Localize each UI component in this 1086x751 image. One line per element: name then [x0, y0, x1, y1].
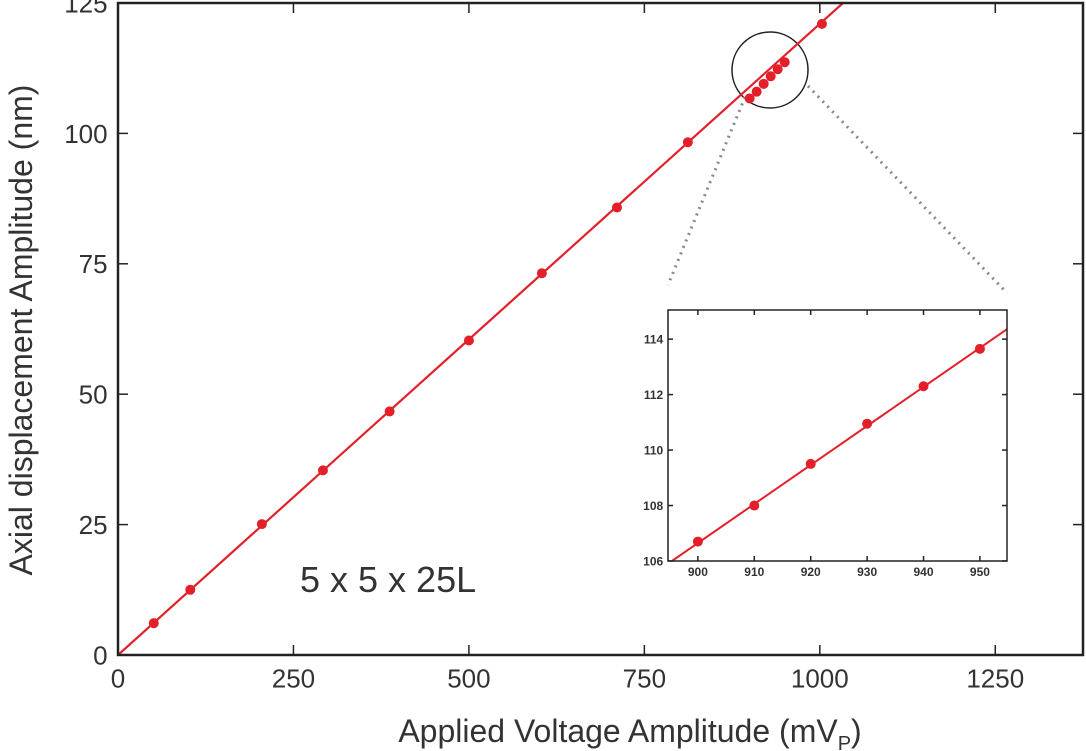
x-tick-label: 1000 [791, 664, 849, 694]
annotation: 5 x 5 x 25L [300, 559, 476, 600]
plot-frame [116, 1, 1085, 657]
y-tick-label: 112 [644, 388, 664, 402]
data-point [536, 268, 547, 279]
x-tick-label: 930 [857, 565, 877, 579]
data-point [751, 86, 762, 97]
y-tick-label: 125 [64, 0, 107, 18]
data-point [317, 465, 328, 476]
fit-line [671, 328, 1007, 561]
x-label-main: Applied Voltage Amplitude (mV [398, 713, 838, 749]
data-point [749, 500, 760, 511]
x-tick-label: 900 [688, 565, 708, 579]
x-label-suffix: ) [851, 713, 862, 749]
inset-background [668, 310, 1007, 561]
data-point [758, 78, 769, 89]
plot-frame [667, 309, 1008, 562]
data-point [772, 64, 783, 75]
y-tick-label: 25 [79, 510, 108, 540]
x-tick-label: 0 [111, 664, 125, 694]
y-tick-label: 100 [64, 119, 107, 149]
y-tick-label: 114 [644, 332, 664, 346]
data-point [256, 519, 267, 530]
data-point [384, 406, 395, 417]
x-tick-label: 910 [744, 565, 764, 579]
data-point [974, 343, 985, 354]
y-tick-label: 75 [79, 249, 108, 279]
zoom-connector [666, 96, 747, 286]
x-tick-label: 500 [447, 664, 490, 694]
y-axis-label: Axial displacement Amplitude (nm) [3, 85, 39, 576]
x-label-subscript: P [838, 733, 851, 751]
y-tick-label: 50 [79, 380, 108, 410]
x-tick-label: 1250 [966, 664, 1024, 694]
y-tick-label: 110 [644, 443, 664, 457]
y-tick-label: 108 [643, 499, 663, 513]
data-point [692, 536, 703, 547]
x-axis-label: Applied Voltage Amplitude (mVP) [398, 713, 861, 751]
data-point [744, 93, 755, 104]
data-point [816, 18, 827, 29]
fit-line [118, 3, 844, 655]
data-point [779, 57, 790, 68]
zoom-circle [731, 31, 809, 109]
y-tick-label: 0 [93, 640, 107, 670]
zoom-connector [806, 84, 1009, 295]
x-tick-label: 940 [914, 565, 934, 579]
data-point [463, 335, 474, 346]
x-tick-label: 920 [801, 565, 821, 579]
y-tick-label: 106 [643, 554, 663, 568]
data-point [682, 137, 693, 148]
data-point [805, 458, 816, 469]
data-point [918, 381, 929, 392]
data-point [148, 618, 159, 629]
x-tick-label: 950 [970, 565, 990, 579]
data-point [862, 418, 873, 429]
x-tick-label: 250 [272, 664, 315, 694]
x-tick-label: 750 [623, 664, 666, 694]
data-point [611, 202, 622, 213]
data-point [185, 584, 196, 595]
data-point [765, 71, 776, 82]
